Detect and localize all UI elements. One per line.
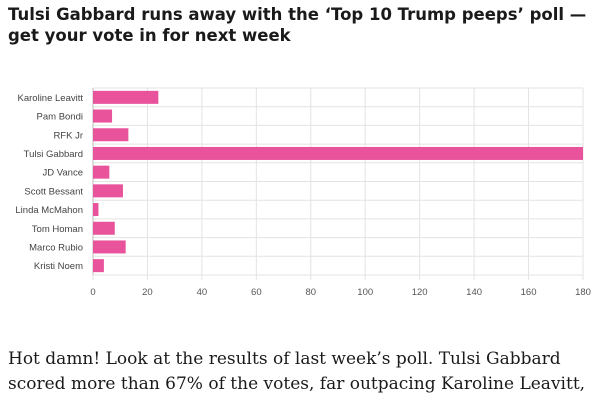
article-headline: Tulsi Gabbard runs away with the ‘Top 10… [8,5,587,45]
x-tick-label: 60 [251,287,262,298]
y-tick-label: Kristi Noem [34,261,83,272]
bar [93,221,115,235]
article-body-text: Hot damn! Look at the results of last we… [8,349,586,394]
bar [93,109,113,123]
x-tick-label: 0 [90,287,95,298]
x-tick-label: 40 [197,287,208,298]
bar [93,259,104,273]
y-tick-label: Karoline Leavitt [18,93,84,104]
y-axis-labels: Karoline Leavitt Pam Bondi RFK Jr Tulsi Gab… [15,93,83,272]
x-tick-label: 180 [575,287,591,298]
chart-gridlines [92,87,584,280]
bar [93,184,123,198]
x-tick-label: 140 [466,287,482,298]
x-tick-label: 160 [521,287,537,298]
y-tick-label: Tom Homan [32,224,83,235]
y-tick-label: Pam Bondi [37,112,83,123]
x-tick-label: 100 [357,287,373,298]
bar [93,203,99,217]
x-axis-labels: 0 20 40 60 80 100 120 140 160 180 [90,287,591,298]
y-tick-label: Linda McMahon [15,205,83,216]
x-tick-label: 120 [412,287,428,298]
y-tick-label: Marco Rubio [29,242,83,253]
chart-bars [93,90,583,273]
bar [93,240,126,254]
bar [93,90,159,104]
y-tick-label: JD Vance [43,168,83,179]
bar [93,146,583,160]
bar [93,128,129,142]
bar [93,165,110,179]
y-tick-label: RFK Jr [53,130,83,141]
y-tick-label: Tulsi Gabbard [24,149,83,160]
y-tick-label: Scott Bessant [24,186,83,197]
x-tick-label: 20 [142,287,153,298]
x-tick-label: 80 [305,287,316,298]
poll-bar-chart: Karoline Leavitt Pam Bondi RFK Jr Tulsi Gab… [15,87,591,298]
